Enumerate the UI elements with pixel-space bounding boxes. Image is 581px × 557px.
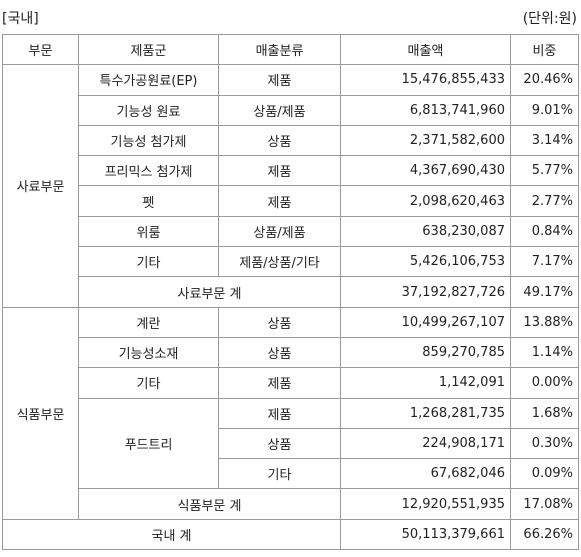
total-amount: 50,113,379,661	[340, 518, 511, 551]
ratio-cell: 0.30%	[510, 427, 579, 460]
table-row: 사료부문 계 37,192,827,726 49.17%	[3, 276, 579, 308]
total-ratio: 66.26%	[510, 518, 579, 551]
column-header: 매출액	[340, 33, 511, 66]
class-cell: 제품	[218, 397, 341, 429]
amount-cell: 10,499,267,107	[340, 306, 511, 338]
amount-cell: 224,908,171	[340, 427, 511, 460]
subtotal-label: 사료부문 계	[78, 276, 341, 308]
sales-table: 부문 제품군 매출분류 매출액 비중 사료부문 특수가공원료(EP) 제품 15,476,85…	[2, 33, 579, 551]
product-cell: 기타	[78, 367, 219, 399]
product-cell: 기타	[78, 246, 219, 278]
class-cell: 제품	[218, 155, 341, 187]
ratio-cell: 1.68%	[510, 397, 579, 429]
class-cell: 제품/상품/기타	[218, 246, 341, 278]
class-cell: 상품	[218, 336, 341, 369]
subtotal-ratio: 17.08%	[510, 488, 579, 520]
division-cell: 식품부문	[2, 306, 79, 520]
table-row: 기능성소재 상품 859,270,785 1.14%	[3, 336, 579, 369]
ratio-cell: 0.84%	[510, 215, 579, 248]
class-cell: 상품	[218, 306, 341, 338]
table-row: 기능성 원료 상품/제품 6,813,741,960 9.01%	[3, 94, 579, 126]
header-unit: (단위:원)	[522, 11, 577, 27]
class-cell: 상품	[218, 124, 341, 157]
column-header: 매출분류	[218, 33, 341, 66]
class-cell: 제품	[218, 185, 341, 217]
ratio-cell: 0.09%	[510, 458, 579, 490]
header-left: [국내]	[2, 11, 39, 27]
table-row: 프리믹스 첨가제 제품 4,367,690,430 5.77%	[3, 155, 579, 187]
table-row: 기타 제품 1,142,091 0.00%	[3, 367, 579, 399]
product-cell: 프리믹스 첨가제	[78, 155, 219, 187]
amount-cell: 67,682,046	[340, 458, 511, 490]
ratio-cell: 1.14%	[510, 336, 579, 369]
ratio-cell: 20.46%	[510, 64, 579, 96]
product-cell: 펫	[78, 185, 219, 217]
amount-cell: 1,268,281,735	[340, 397, 511, 429]
ratio-cell: 13.88%	[510, 306, 579, 338]
table-row: 기타 67,682,046 0.09%	[3, 458, 579, 490]
amount-cell: 15,476,855,433	[340, 64, 511, 96]
product-cell: 기능성 원료	[78, 94, 219, 126]
table-row: 기타 제품/상품/기타 5,426,106,753 7.17%	[3, 246, 579, 278]
amount-cell: 6,813,741,960	[340, 94, 511, 126]
table-row: 상품 224,908,171 0.30%	[3, 427, 579, 460]
amount-cell: 2,371,582,600	[340, 124, 511, 157]
column-header: 부문	[2, 33, 79, 66]
amount-cell: 5,426,106,753	[340, 246, 511, 278]
table-row: 푸드트리 제품 1,268,281,735 1.68%	[3, 397, 579, 490]
product-cell: 위룸	[78, 215, 219, 248]
total-label: 국내 계	[2, 518, 341, 551]
table-body: 사료부문 특수가공원료(EP) 제품 15,476,855,433 20.46% 기능성 …	[2, 64, 579, 551]
class-cell: 상품/제품	[218, 215, 341, 248]
amount-cell: 4,367,690,430	[340, 155, 511, 187]
subtotal-ratio: 49.17%	[510, 276, 579, 308]
product-cell: 특수가공원료(EP)	[78, 64, 219, 96]
subtotal-label: 식품부문 계	[78, 488, 341, 520]
table-row: 펫 제품 2,098,620,463 2.77%	[3, 185, 579, 217]
ratio-cell: 3.14%	[510, 124, 579, 157]
product-cell: 기능성 첨가제	[78, 124, 219, 157]
column-header: 비중	[510, 33, 579, 66]
subtotal-amount: 37,192,827,726	[340, 276, 511, 308]
amount-cell: 859,270,785	[340, 336, 511, 369]
subtotal-amount: 12,920,551,935	[340, 488, 511, 520]
amount-cell: 1,142,091	[340, 367, 511, 399]
amount-cell: 638,230,087	[340, 215, 511, 248]
class-cell: 제품	[218, 64, 341, 96]
class-cell: 제품	[218, 367, 341, 399]
division-cell: 사료부문	[2, 64, 79, 308]
table-row: 위룸 상품/제품 638,230,087 0.84%	[3, 215, 579, 248]
ratio-cell: 0.00%	[510, 367, 579, 399]
ratio-cell: 7.17%	[510, 246, 579, 278]
table-row: 식품부문 계 12,920,551,935 17.08%	[3, 488, 579, 520]
ratio-cell: 5.77%	[510, 155, 579, 187]
table-row: 사료부문 특수가공원료(EP) 제품 15,476,855,433 20.46%	[2, 64, 579, 308]
column-header: 제품군	[78, 33, 219, 66]
class-cell: 상품	[218, 427, 341, 460]
ratio-cell: 2.77%	[510, 185, 579, 217]
table-row: 식품부문 계란 상품 10,499,267,107 13.88%	[2, 306, 579, 520]
amount-cell: 2,098,620,463	[340, 185, 511, 217]
header: [국내] (단위:원)	[2, 8, 577, 28]
ratio-cell: 9.01%	[510, 94, 579, 126]
class-cell: 상품/제품	[218, 94, 341, 126]
product-cell: 기능성소재	[78, 336, 219, 369]
product-cell: 푸드트리	[78, 397, 219, 490]
class-cell: 기타	[218, 458, 341, 490]
table-row: 국내 계 50,113,379,661 66.26%	[2, 518, 579, 551]
product-cell: 계란	[78, 306, 219, 338]
header-row: 부문 제품군 매출분류 매출액 비중	[2, 33, 579, 66]
table-row: 기능성 첨가제 상품 2,371,582,600 3.14%	[3, 124, 579, 157]
